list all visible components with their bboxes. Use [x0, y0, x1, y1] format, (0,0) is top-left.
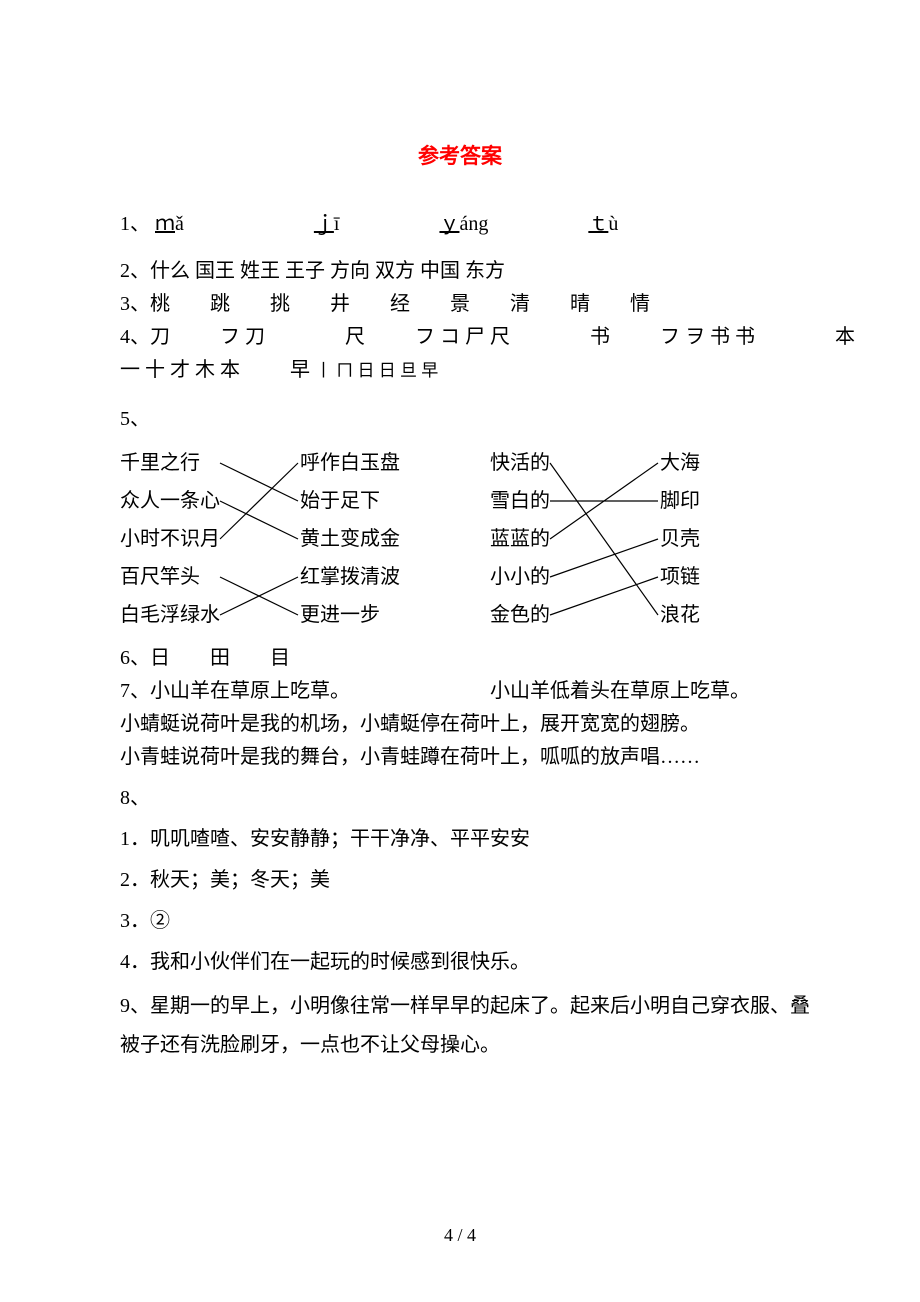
- q1-item-1-r: ī: [334, 213, 340, 235]
- q5-lines-svg: [120, 444, 820, 636]
- page-footer: 4 / 4: [0, 1225, 920, 1246]
- q1-item-2-r: áng: [459, 213, 488, 235]
- q1-item-2-u: ｙ: [439, 213, 459, 235]
- q1-item-3-r: ù: [608, 213, 618, 235]
- q7-line-a: 7、小山羊在草原上吃草。 小山羊低着头在草原上吃草。: [120, 675, 800, 708]
- q4-c-strokes: フ コ 尸 尺: [415, 326, 510, 348]
- q5-a-item-0: 千里之行: [120, 444, 220, 482]
- q5-a-item-3: 百尺竿头: [120, 558, 220, 596]
- q7-b: 小山羊低着头在草原上吃草。: [490, 680, 750, 702]
- q4-b-strokes: フ 刀: [220, 326, 265, 348]
- q3-line: 3、桃 跳 挑 井 经 景 清 晴 情: [120, 288, 800, 321]
- q5-col-d: 大海脚印贝壳项链浪花: [660, 444, 700, 634]
- q4-a: 4、刀: [120, 326, 170, 348]
- q5-label: 5、: [120, 403, 800, 436]
- q5-c-item-4: 金色的: [490, 596, 550, 634]
- q5-c-item-3: 小小的: [490, 558, 550, 596]
- q1-item-3-u: ｔ: [588, 213, 608, 235]
- q5-a-item-2: 小时不识月: [120, 520, 220, 558]
- q5-c-item-2: 蓝蓝的: [490, 520, 550, 558]
- q1-label: 1、: [120, 213, 150, 235]
- q1-item-1-u: ｊ: [314, 213, 334, 235]
- q5-b-item-1: 始于足下: [300, 482, 400, 520]
- q8-4: 4．我和小伙伴们在一起玩的时候感到很快乐。: [120, 946, 800, 979]
- q5-col-c: 快活的雪白的蓝蓝的小小的金色的: [490, 444, 550, 634]
- q5-d-item-0: 大海: [660, 444, 700, 482]
- q5-matching-diagram: 千里之行众人一条心小时不识月百尺竿头白毛浮绿水 呼作白玉盘始于足下黄土变成金红掌…: [120, 444, 820, 636]
- q5-d-item-2: 贝壳: [660, 520, 700, 558]
- q4-line2-b-strokes: 丨 ㄇ 日 日 旦 早: [315, 361, 438, 380]
- q7-a: 7、小山羊在草原上吃草。: [120, 680, 350, 702]
- q4-c: 尺: [345, 326, 365, 348]
- q8-label: 8、: [120, 782, 800, 815]
- q8-3: 3．②: [120, 905, 800, 938]
- q5-col-b: 呼作白玉盘始于足下黄土变成金红掌拨清波更进一步: [300, 444, 400, 634]
- q1-item-0-u: ｍ: [155, 213, 175, 235]
- q5-d-item-4: 浪花: [660, 596, 700, 634]
- q7-line-d: 小青蛙说荷叶是我的舞台，小青蛙蹲在荷叶上，呱呱的放声唱……: [120, 741, 800, 774]
- q9-a: 9、星期一的早上，小明像往常一样早早的起床了。起来后小明自己穿衣服、叠: [120, 987, 800, 1026]
- q2-line: 2、什么 国王 姓王 王子 方向 双方 中国 东方: [120, 255, 800, 288]
- q8-2: 2．秋天；美；冬天；美: [120, 864, 800, 897]
- q4-e: 本: [835, 326, 855, 348]
- q4-line1: 4、刀 フ 刀 尺 フ コ 尸 尺 书 フ ヲ 书 书 本: [120, 321, 800, 354]
- q5-d-item-3: 项链: [660, 558, 700, 596]
- q5-a-item-1: 众人一条心: [120, 482, 220, 520]
- q4-d: 书: [590, 326, 610, 348]
- q1-item-0-r: ǎ: [175, 213, 184, 235]
- q5-c-item-0: 快活的: [490, 444, 550, 482]
- q5-b-item-3: 红掌拨清波: [300, 558, 400, 596]
- q4-d-strokes: フ ヲ 书 书: [660, 326, 755, 348]
- q5-a-item-4: 白毛浮绿水: [120, 596, 220, 634]
- q7-line-c: 小蜻蜓说荷叶是我的机场，小蜻蜓停在荷叶上，展开宽宽的翅膀。: [120, 708, 800, 741]
- q5-col-a: 千里之行众人一条心小时不识月百尺竿头白毛浮绿水: [120, 444, 220, 634]
- page-title: 参考答案: [120, 140, 800, 170]
- q8-1: 1．叽叽喳喳、安安静静；干干净净、平平安安: [120, 823, 800, 856]
- q9-b: 被子还有洗脸刷牙，一点也不让父母操心。: [120, 1026, 800, 1065]
- q4-line2-b: 早: [290, 359, 310, 381]
- q6-line: 6、日 田 目: [120, 642, 800, 675]
- q5-b-item-0: 呼作白玉盘: [300, 444, 400, 482]
- q5-d-item-1: 脚印: [660, 482, 700, 520]
- q1-line: 1、 ｍǎ ｊī ｙáng ｔù: [120, 208, 800, 241]
- q4-line2-a: 一 十 才 木 本: [120, 359, 240, 381]
- q5-b-item-2: 黄土变成金: [300, 520, 400, 558]
- q5-b-item-4: 更进一步: [300, 596, 400, 634]
- q5-c-item-1: 雪白的: [490, 482, 550, 520]
- q4-line2: 一 十 才 木 本 早 丨 ㄇ 日 日 旦 早: [120, 354, 800, 387]
